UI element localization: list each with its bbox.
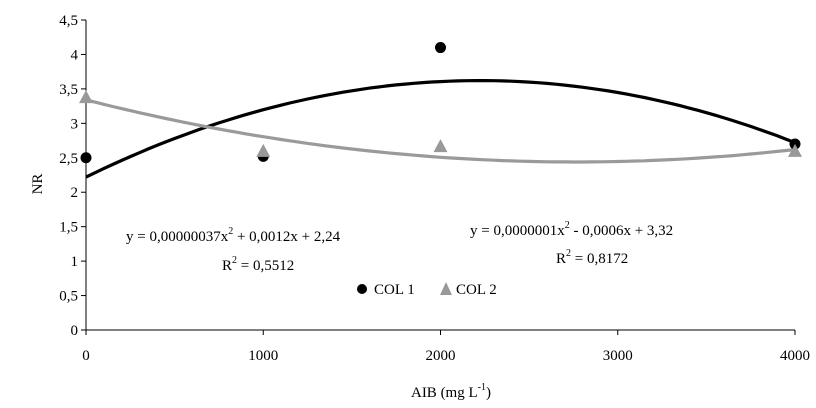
equation-col2: y = 0,0000001x2 - 0,0006x + 3,32 R2 = 0,… [470, 220, 673, 267]
legend: COL 1 COL 2 [357, 282, 497, 298]
trendline-col1 [85, 79, 796, 179]
data-point-col2 [433, 139, 448, 153]
legend-label-col1: COL 1 [374, 282, 415, 298]
y-tick-label: 0 [71, 323, 79, 339]
legend-marker-col2 [440, 282, 452, 295]
equation-col1: y = 0,00000037x2 + 0,0012x + 2,24 R2 = 0… [126, 226, 341, 274]
data-point-col2 [256, 143, 271, 157]
x-tick-label: 1000 [248, 348, 278, 364]
y-tick-label: 4,5 [59, 13, 78, 29]
equation-col1-line1: y = 0,00000037x2 + 0,0012x + 2,24 [126, 226, 341, 245]
y-tick-label: 2 [71, 185, 79, 201]
data-points [79, 42, 802, 164]
data-point-col1 [80, 152, 92, 164]
legend-label-col2: COL 2 [456, 282, 497, 298]
equation-col2-r2: R2 = 0,8172 [556, 248, 628, 267]
x-tick-label: 3000 [603, 348, 633, 364]
y-tick-label: 1 [71, 254, 79, 270]
y-axis-label: NR [30, 174, 46, 195]
legend-marker-col1 [357, 284, 367, 294]
axes [85, 20, 795, 331]
x-tick-label: 2000 [426, 348, 456, 364]
y-tick-label: 3 [71, 116, 79, 132]
equation-col1-r2: R2 = 0,5512 [222, 255, 294, 274]
trendline-col2 [85, 98, 796, 164]
equation-col2-line1: y = 0,0000001x2 - 0,0006x + 3,32 [470, 220, 673, 239]
y-tick-label: 2,5 [59, 151, 78, 167]
data-point-col1 [435, 42, 446, 54]
trendlines [85, 79, 796, 179]
x-tick-label: 0 [82, 348, 90, 364]
y-tick-label: 3,5 [59, 82, 78, 98]
y-ticks: 0 0,5 1 1,5 2 2,5 3 3,5 4 4,5 [59, 13, 86, 339]
data-point-col2 [788, 143, 802, 157]
x-ticks: 0 1000 2000 3000 4000 [82, 330, 810, 364]
y-tick-label: 4 [71, 47, 79, 63]
x-tick-label: 4000 [780, 348, 810, 364]
data-point-col2 [79, 90, 93, 104]
y-tick-label: 1,5 [59, 220, 78, 236]
y-tick-label: 0,5 [59, 289, 78, 305]
x-axis-label: AIB (mg L-1) [411, 382, 491, 401]
